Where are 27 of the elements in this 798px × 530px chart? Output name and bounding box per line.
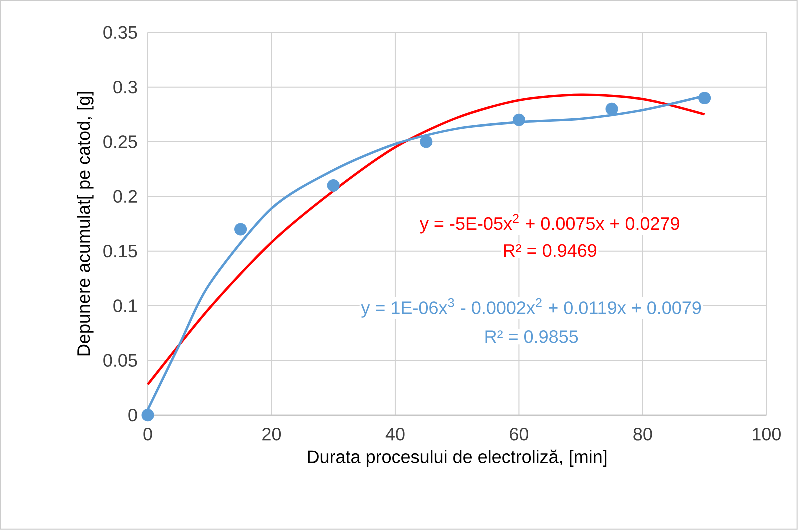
x-tick-label: 0 <box>144 428 152 441</box>
annotation: y = 1E-06x$^{3}$ - 0.0002x$^{2}$ + 0.0119x + 0.0079 <box>361 298 702 318</box>
x-tick-label: 100 <box>753 428 781 441</box>
y-tick-label: 0.1 <box>114 300 138 312</box>
x-tick-label: 40 <box>386 428 405 441</box>
y-tick-label: 0.35 <box>104 26 138 40</box>
x-axis-title: Durata procesului de electroliză, [min] <box>308 450 607 467</box>
point <box>698 92 712 105</box>
y-tick-label: 0 <box>128 408 138 422</box>
y-tick-label: 0.15 <box>104 244 138 258</box>
x-tick-label: 20 <box>262 428 282 441</box>
x-tick-label: 60 <box>510 428 529 441</box>
annotation: y = -5E-05x$^{2}$ + 0.0075x + 0.0279 <box>420 214 680 234</box>
y-axis-title: Depunere acumulat[ pe catod, [g] <box>76 92 94 356</box>
y-tick-label: 0.3 <box>114 80 138 94</box>
point <box>142 409 154 422</box>
annotation: R² = 0.9469 <box>504 244 597 258</box>
x-tick-label: 80 <box>634 428 652 441</box>
annotation: R² = 0.9855 <box>486 330 578 344</box>
point <box>512 114 526 126</box>
point <box>327 179 340 192</box>
y-tick-label: 0.2 <box>114 190 138 204</box>
y-tick-label: 0.05 <box>104 354 138 368</box>
point <box>606 102 618 116</box>
point <box>420 136 433 148</box>
y-tick-label: 0.25 <box>104 136 138 148</box>
point <box>234 223 248 236</box>
